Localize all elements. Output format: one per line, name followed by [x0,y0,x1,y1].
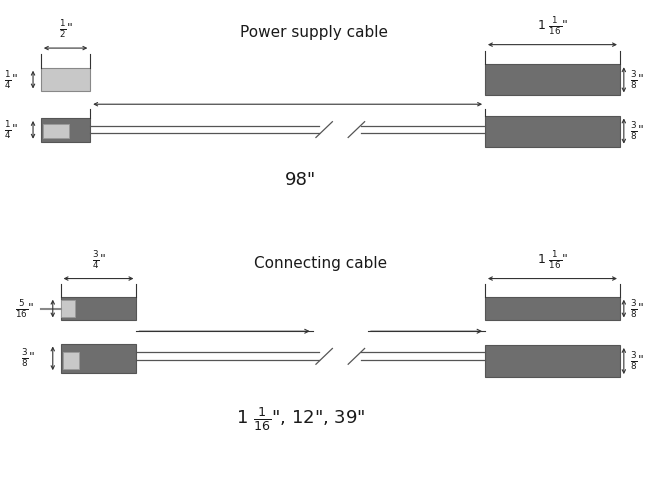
Text: Power supply cable: Power supply cable [240,25,388,40]
Text: 98": 98" [285,171,317,189]
FancyBboxPatch shape [485,345,620,377]
Text: $\frac{3}{8}$": $\frac{3}{8}$" [630,350,644,372]
FancyBboxPatch shape [60,297,136,320]
FancyBboxPatch shape [41,68,90,92]
FancyBboxPatch shape [43,124,69,138]
Text: $\frac{5}{16}$": $\frac{5}{16}$" [15,298,34,320]
FancyBboxPatch shape [60,344,136,373]
FancyBboxPatch shape [485,116,620,146]
Text: Connecting cable: Connecting cable [254,256,387,271]
Text: $\frac{1}{4}$": $\frac{1}{4}$" [4,119,18,141]
Text: $\frac{3}{8}$": $\frac{3}{8}$" [630,298,644,320]
FancyBboxPatch shape [485,64,620,95]
Text: $\frac{3}{8}$": $\frac{3}{8}$" [630,120,644,142]
FancyBboxPatch shape [485,297,620,320]
Text: $\frac{3}{8}$": $\frac{3}{8}$" [21,348,34,370]
Text: $\frac{1}{4}$": $\frac{1}{4}$" [4,69,18,91]
FancyBboxPatch shape [60,300,75,317]
Text: 1 $\frac{1}{16}$": 1 $\frac{1}{16}$" [537,249,568,271]
Text: 1 $\frac{1}{16}$", 12", 39": 1 $\frac{1}{16}$", 12", 39" [236,405,366,433]
Text: $\frac{3}{4}$": $\frac{3}{4}$" [91,249,106,271]
Text: $\frac{1}{2}$": $\frac{1}{2}$" [58,18,73,40]
FancyBboxPatch shape [41,118,90,141]
FancyBboxPatch shape [62,352,79,369]
Text: 1 $\frac{1}{16}$": 1 $\frac{1}{16}$" [537,15,568,37]
Text: $\frac{3}{8}$": $\frac{3}{8}$" [630,69,644,91]
